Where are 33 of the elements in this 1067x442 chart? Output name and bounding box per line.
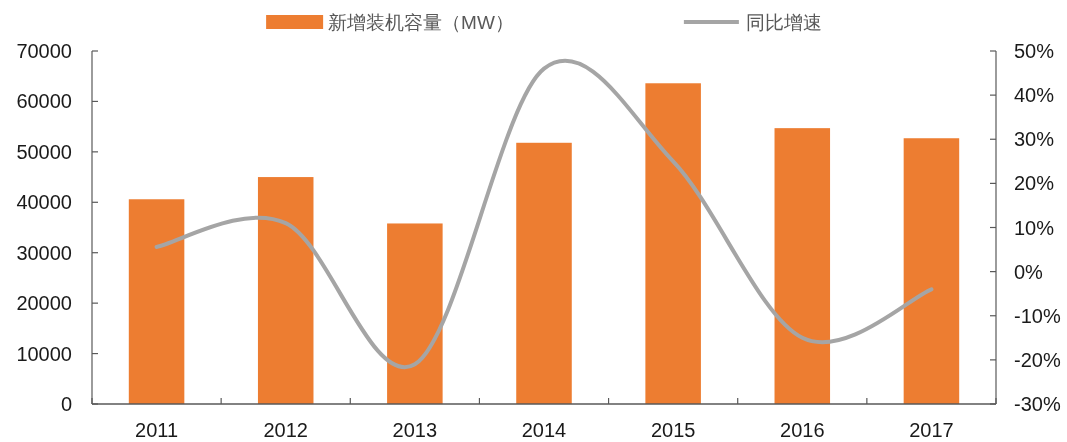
x-tick-label: 2015 (650, 419, 696, 441)
y-tick-label: 70000 (16, 40, 72, 62)
x-tick-label: 2014 (521, 419, 567, 441)
y-tick-label: 40000 (16, 191, 72, 214)
y2-tick-label: -10% (1014, 304, 1061, 327)
y2-tick-label: 40% (1014, 84, 1055, 107)
y2-tick-label: 0% (1014, 260, 1044, 283)
y-tick-label: 10000 (16, 342, 72, 365)
y2-tick-label: 10% (1014, 216, 1055, 239)
y2-tick-label: 50% (1014, 40, 1055, 62)
y2-tick-label: 30% (1014, 128, 1055, 151)
y-tick-label: 50000 (16, 140, 72, 163)
y-tick-label: 0 (60, 393, 72, 415)
y2-tick-label: -30% (1014, 393, 1061, 415)
x-tick-label: 2011 (135, 419, 179, 441)
bar (387, 223, 443, 404)
bar (257, 177, 314, 404)
bar (774, 128, 831, 404)
x-tick-label: 2016 (780, 419, 825, 441)
y2-tick-label: 20% (1014, 172, 1055, 195)
x-tick-label: 2017 (909, 419, 954, 441)
y-tick-label: 20000 (16, 292, 72, 315)
y-tick-label: 30000 (16, 241, 72, 264)
x-tick-label: 2012 (263, 419, 308, 441)
legend-label: 新增装机容量（MW） (328, 11, 514, 33)
y-tick-label: 60000 (16, 90, 72, 113)
y2-tick-label: -20% (1014, 348, 1061, 371)
legend-label: 同比增速 (745, 11, 822, 33)
x-tick-label: 2013 (392, 419, 438, 441)
bar (903, 138, 960, 404)
bar (128, 199, 185, 404)
bar (516, 142, 572, 404)
bar (645, 83, 701, 404)
